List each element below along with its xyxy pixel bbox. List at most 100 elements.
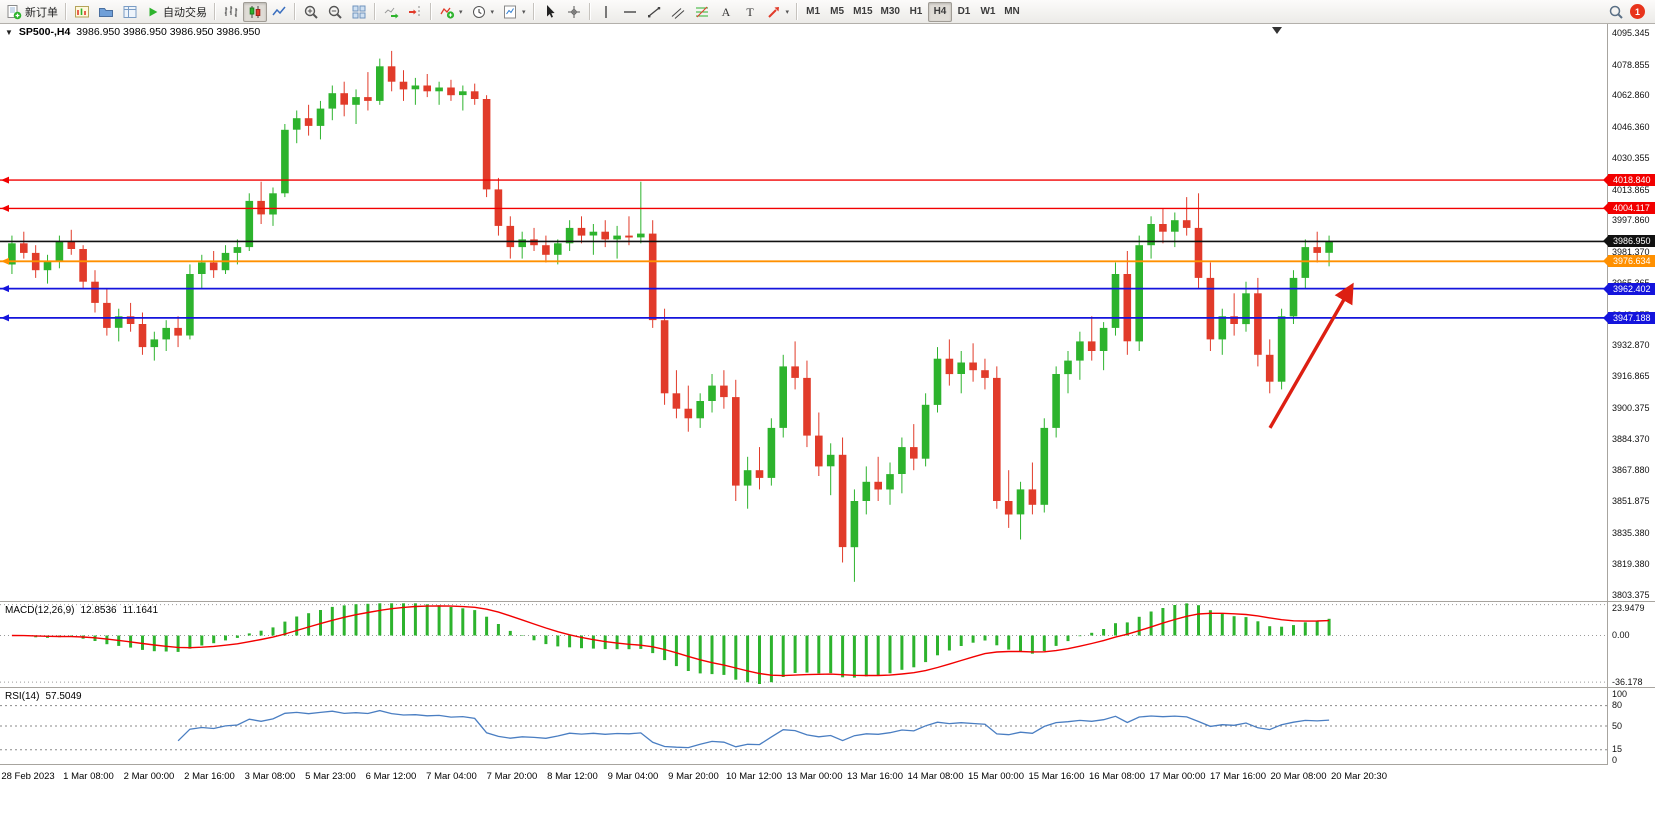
bar-chart-button[interactable]: [219, 2, 243, 22]
toolbar-separator: [588, 3, 591, 20]
ohlc-values: 3986.950 3986.950 3986.950 3986.950: [76, 26, 261, 38]
rsi-axis-tick: 50: [1612, 720, 1623, 731]
price-tick: 3803.375: [1612, 589, 1650, 600]
price-tick: 3835.380: [1612, 528, 1650, 538]
timeframe-m1[interactable]: M1: [801, 2, 825, 22]
price-tick: 3884.370: [1612, 433, 1650, 444]
time-tick: 28 Feb 2023: [1, 771, 55, 782]
time-tick: 7 Mar 04:00: [426, 771, 477, 782]
timeframe-mn[interactable]: MN: [1000, 2, 1024, 22]
timeframe-d1[interactable]: D1: [952, 2, 976, 22]
macd-plot[interactable]: [0, 602, 1607, 687]
macd-pane[interactable]: MACD(12,26,9) 12.8536 11.1641: [0, 601, 1607, 687]
toolbar: 新订单 自动交易: [0, 0, 1655, 24]
svg-text:T: T: [746, 5, 754, 19]
new-chart-button[interactable]: [70, 2, 94, 22]
market-watch-icon: [123, 5, 137, 18]
toolbar-separator: [214, 3, 216, 20]
price-axis[interactable]: 4095.345 4078.855 4062.860 4046.360 4030.355…: [1603, 24, 1655, 765]
candlestick-chart-button[interactable]: [243, 1, 267, 22]
horizontal-line-button[interactable]: [618, 2, 642, 22]
profiles-button[interactable]: [94, 2, 118, 22]
new-chart-icon: [75, 5, 89, 17]
price-tick: 4046.360: [1612, 122, 1650, 133]
line-chart-button[interactable]: [267, 2, 291, 22]
arrow-tool-icon: [767, 6, 779, 18]
svg-text:A: A: [721, 5, 730, 19]
price-line-label: 3947.188: [1603, 311, 1655, 324]
notification-badge[interactable]: 1: [1630, 4, 1645, 19]
indicators-button[interactable]: ▾: [435, 2, 467, 22]
chart-shift-button[interactable]: [403, 2, 427, 22]
price-tick: 4030.355: [1612, 153, 1650, 163]
macd-title: MACD(12,26,9) 12.8536 11.1641: [5, 605, 158, 616]
crosshair-button[interactable]: [562, 2, 586, 22]
rsi-pane[interactable]: RSI(14) 57.5049: [0, 687, 1607, 764]
trendline-icon: [647, 6, 660, 17]
dropdown-caret-icon: ▾: [490, 8, 495, 16]
price-line-label: 3986.950: [1603, 235, 1655, 248]
time-tick: 10 Mar 12:00: [726, 771, 782, 782]
collapse-icon[interactable]: ▼: [5, 27, 13, 37]
price-tick: 3932.870: [1612, 340, 1650, 351]
time-tick: 13 Mar 00:00: [786, 771, 843, 782]
new-order-button[interactable]: 新订单: [2, 2, 62, 22]
time-tick: 7 Mar 20:00: [486, 771, 538, 782]
time-tick: 8 Mar 12:00: [547, 771, 598, 782]
tile-windows-button[interactable]: [347, 2, 371, 22]
timeframe-w1[interactable]: W1: [976, 2, 1000, 22]
cursor-button[interactable]: [538, 2, 562, 22]
search-button[interactable]: [1604, 2, 1628, 22]
chart-region: ▼ SP500-,H4 3986.950 3986.950 3986.950 3…: [0, 24, 1655, 829]
new-order-icon: [7, 4, 22, 19]
timeframe-h1[interactable]: H1: [904, 2, 928, 22]
periods-dropdown-button[interactable]: ▾: [467, 2, 499, 22]
horizontal-line-icon: [623, 10, 636, 13]
dropdown-caret-icon: ▾: [785, 8, 790, 16]
rsi-value: 57.5049: [45, 691, 82, 702]
vertical-line-button[interactable]: [594, 2, 618, 22]
price-line-label: 4004.117: [1603, 202, 1655, 215]
auto-scroll-button[interactable]: [379, 2, 403, 22]
symbol-period-label: SP500-,H4: [18, 26, 71, 38]
zoom-out-icon: [328, 5, 342, 19]
timeframe-m15[interactable]: M15: [849, 2, 876, 22]
channel-button[interactable]: [666, 2, 690, 22]
timeframe-m5[interactable]: M5: [825, 2, 849, 22]
price-tick: 4078.855: [1612, 59, 1650, 70]
cursor-arrow-icon: [546, 4, 555, 18]
toolbar-separator: [532, 3, 535, 20]
toolbar-separator: [65, 3, 67, 20]
axis-divider: [1608, 601, 1655, 602]
zoom-out-button[interactable]: [323, 2, 347, 22]
time-tick: 2 Mar 00:00: [123, 771, 175, 782]
price-tick: 3867.880: [1612, 465, 1650, 476]
zoom-in-icon: [304, 5, 318, 19]
zoom-in-button[interactable]: [299, 2, 323, 22]
macd-label: MACD(12,26,9): [5, 605, 75, 616]
price-tick: 3916.865: [1612, 371, 1650, 382]
time-tick: 14 Mar 08:00: [907, 771, 964, 782]
market-watch-button[interactable]: [118, 2, 142, 22]
candlestick-plot[interactable]: [0, 24, 1607, 601]
toolbar-separator: [294, 3, 296, 20]
trendline-button[interactable]: [642, 2, 666, 22]
time-tick: 16 Mar 08:00: [1089, 771, 1145, 782]
autotrading-label: 自动交易: [163, 6, 207, 19]
toolbar-separator: [430, 3, 432, 20]
main-chart-pane[interactable]: ▼ SP500-,H4 3986.950 3986.950 3986.950 3…: [0, 24, 1607, 601]
templates-dropdown-button[interactable]: ▾: [498, 2, 530, 22]
autotrading-button[interactable]: 自动交易: [142, 2, 211, 22]
macd-axis-tick: 23.9479: [1612, 602, 1645, 613]
time-tick: 20 Mar 20:30: [1331, 771, 1387, 782]
timeframe-h4[interactable]: H4: [927, 1, 952, 22]
time-axis[interactable]: 28 Feb 2023 1 Mar 08:00 2 Mar 00:00 2 Mar 1…: [0, 764, 1655, 789]
price-tick: 3819.380: [1612, 558, 1650, 569]
timeframe-m30[interactable]: M30: [877, 2, 904, 22]
fibonacci-button[interactable]: [690, 2, 714, 22]
arrows-dropdown-button[interactable]: ▾: [762, 2, 794, 22]
rsi-plot[interactable]: [0, 688, 1607, 764]
label-button[interactable]: T: [738, 2, 762, 22]
text-button[interactable]: A: [714, 2, 738, 22]
